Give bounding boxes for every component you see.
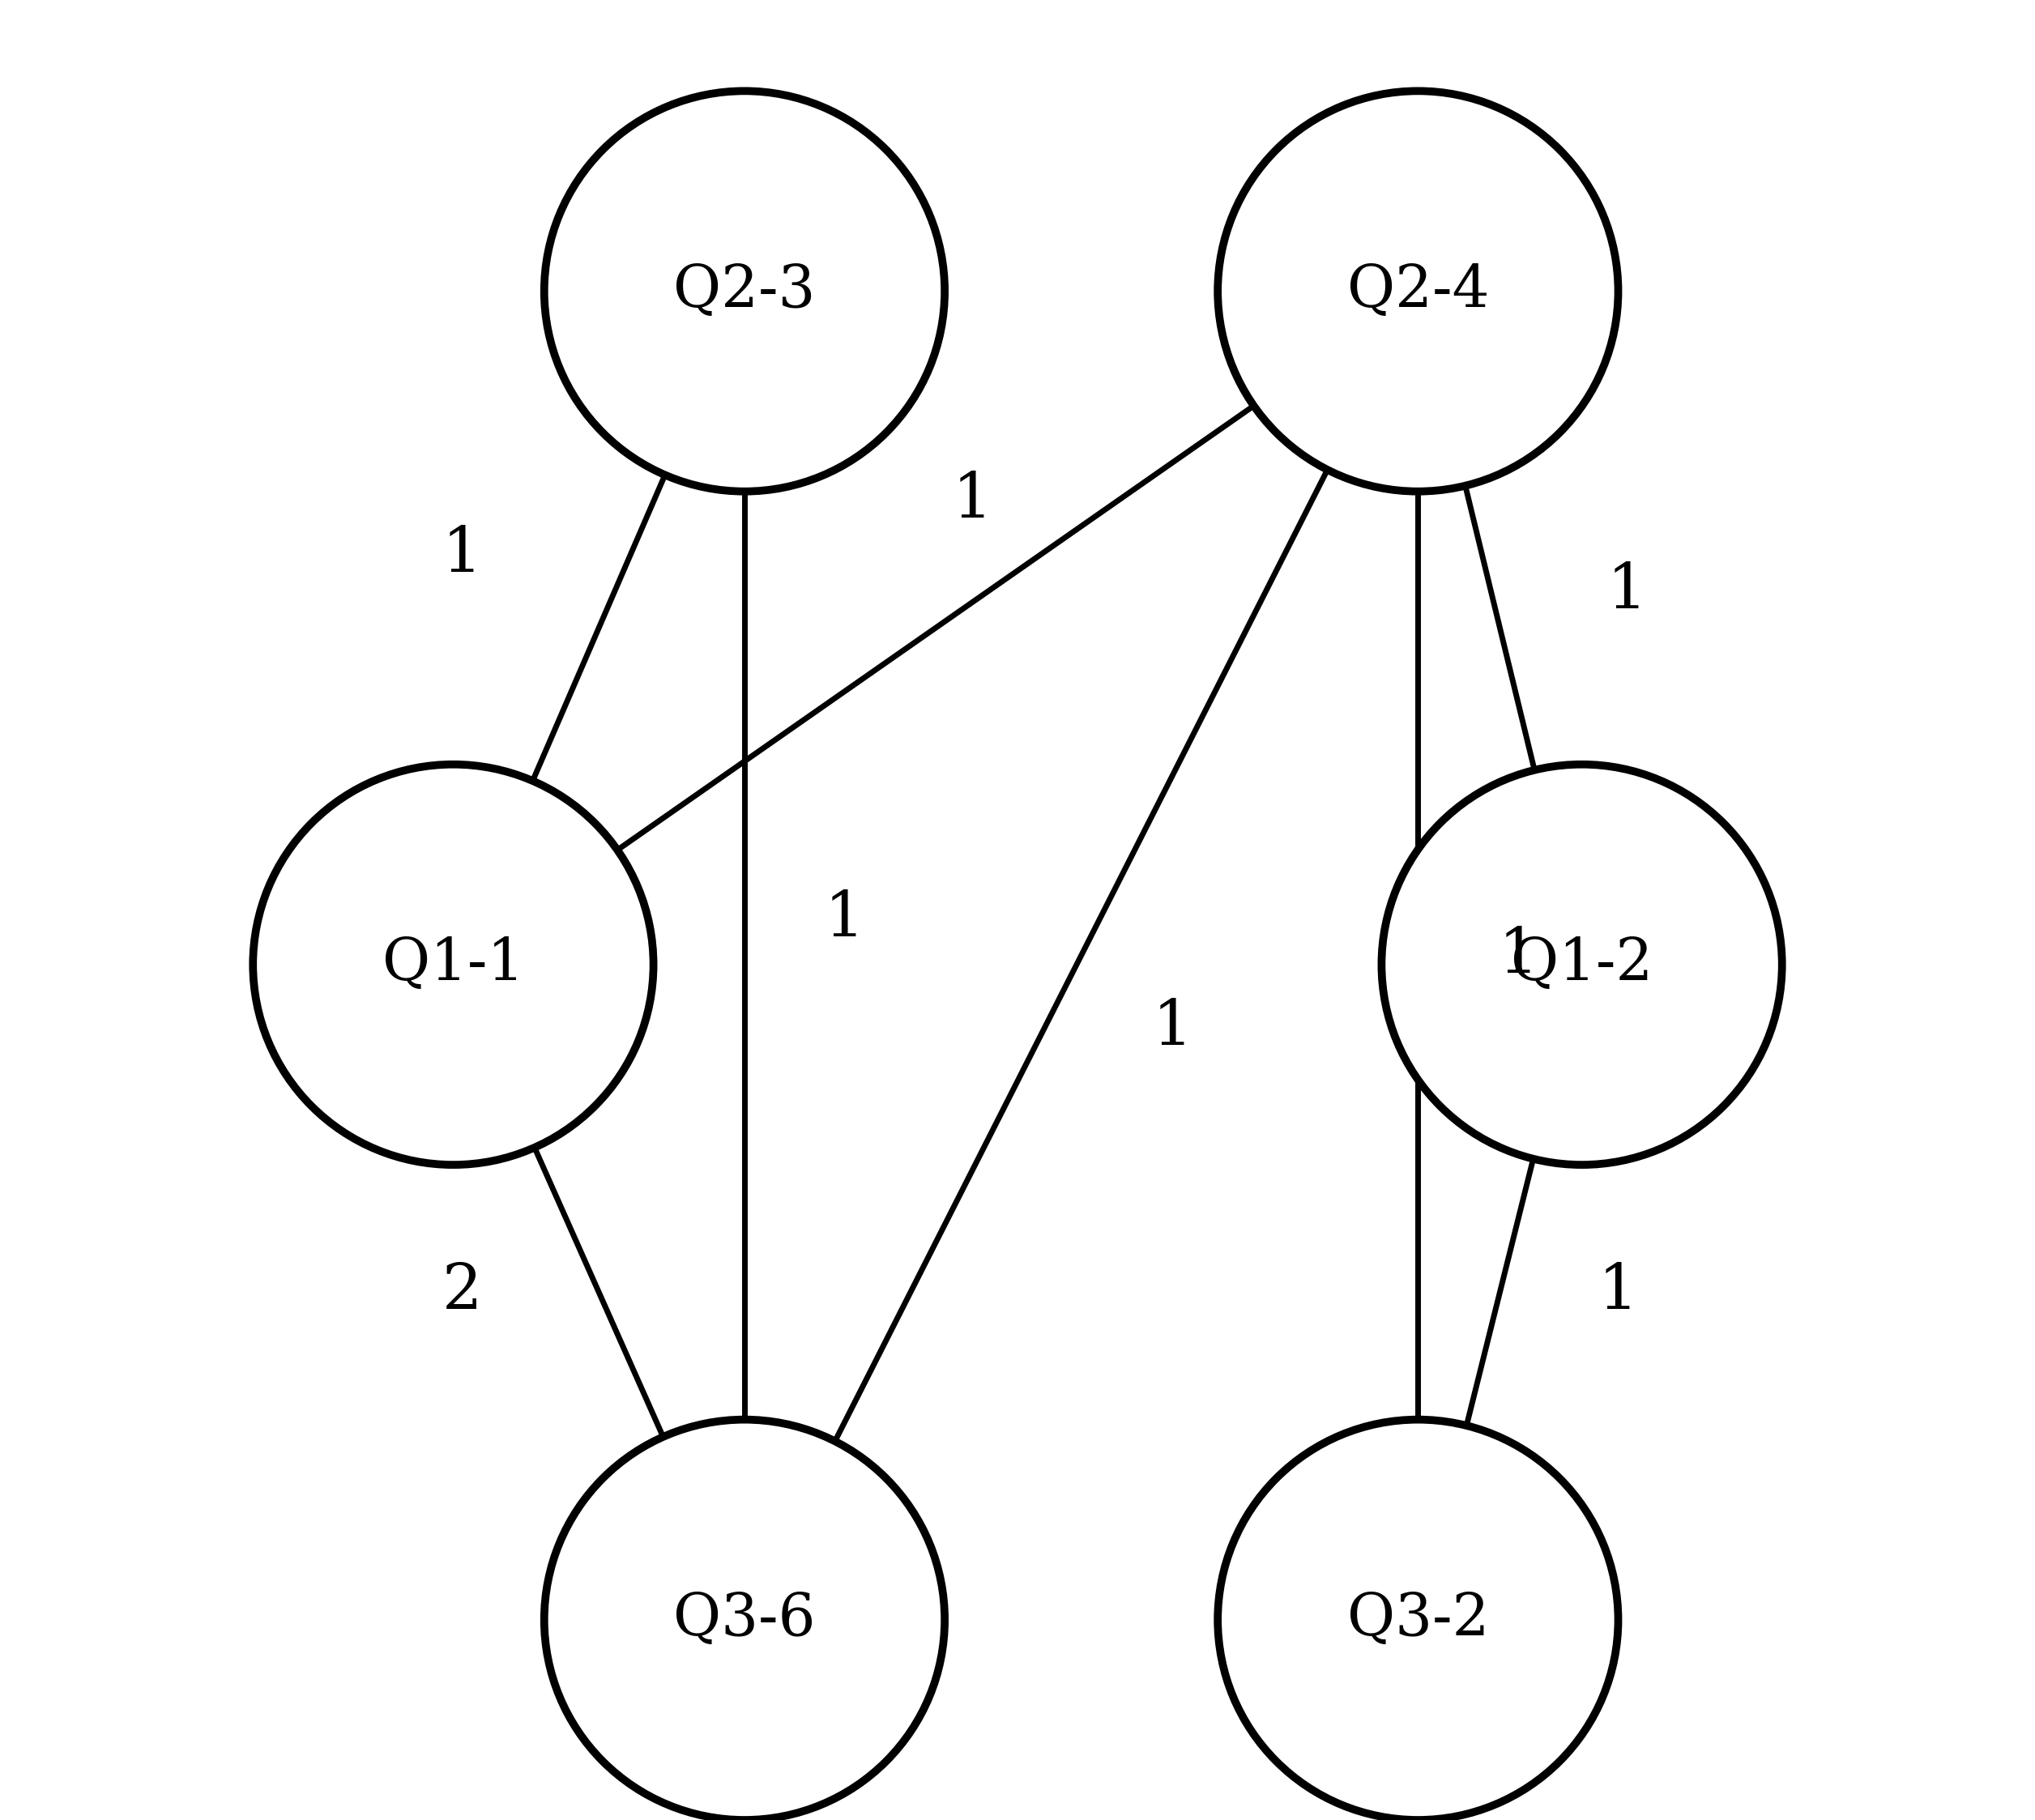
Text: Q2-4: Q2-4 [1347,262,1490,320]
Circle shape [1217,1420,1618,1820]
Circle shape [1382,764,1783,1165]
Text: 1: 1 [1498,925,1538,986]
Text: 1: 1 [1597,1261,1638,1323]
Circle shape [1217,91,1618,491]
Circle shape [543,1420,944,1820]
Text: 1: 1 [824,888,865,950]
Text: 1: 1 [1608,561,1646,622]
Text: 1: 1 [442,524,482,586]
Text: 2: 2 [442,1261,482,1323]
Text: 1: 1 [1152,997,1193,1059]
Circle shape [543,91,944,491]
Text: Q3-6: Q3-6 [674,1591,816,1649]
Text: Q1-1: Q1-1 [383,935,525,994]
Text: Q3-2: Q3-2 [1347,1591,1490,1649]
Text: Q2-3: Q2-3 [674,262,816,320]
Circle shape [252,764,653,1165]
Text: 1: 1 [952,470,991,531]
Text: Q1-2: Q1-2 [1510,935,1652,994]
